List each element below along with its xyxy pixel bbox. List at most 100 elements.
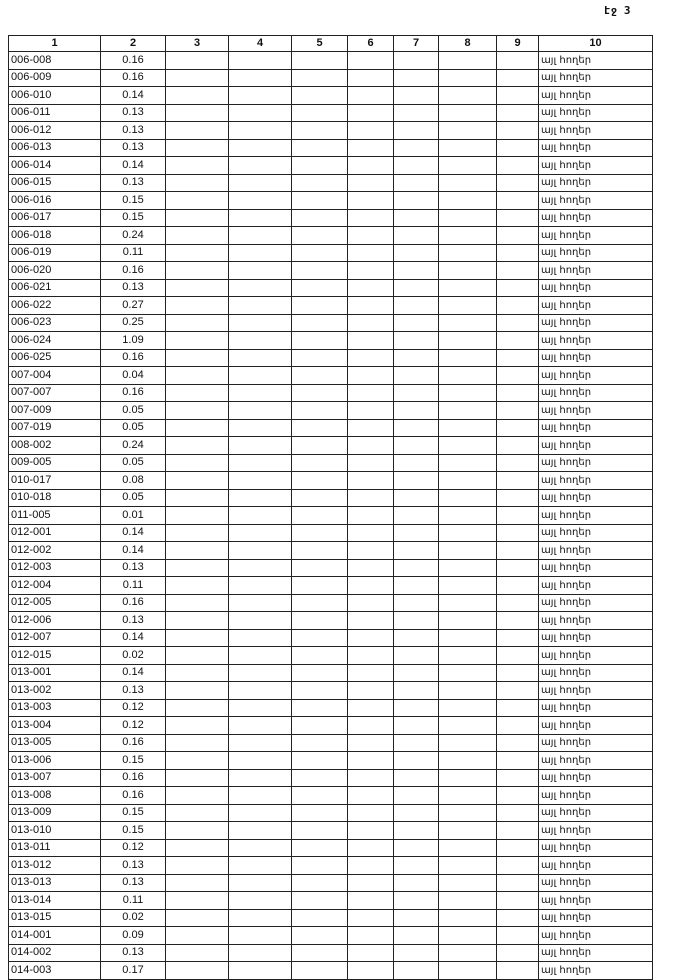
empty-cell xyxy=(165,471,229,490)
column-header-10: 10 xyxy=(538,35,653,52)
parcel-code: 012-005 xyxy=(8,593,101,612)
table-row: 011-005 0.01 այլ հողեր xyxy=(8,506,653,525)
land-type: այլ հողեր xyxy=(538,436,653,455)
empty-cell xyxy=(496,103,539,122)
empty-cell xyxy=(393,243,439,262)
empty-cell xyxy=(228,226,292,245)
area-value: 0.09 xyxy=(100,926,166,945)
area-value: 0.13 xyxy=(100,278,166,297)
empty-cell xyxy=(347,453,394,472)
parcel-code: 012-006 xyxy=(8,611,101,630)
area-value: 0.16 xyxy=(100,593,166,612)
area-value: 0.08 xyxy=(100,471,166,490)
empty-cell xyxy=(393,943,439,962)
empty-cell xyxy=(438,121,497,140)
parcel-code: 006-017 xyxy=(8,208,101,227)
area-value: 0.13 xyxy=(100,558,166,577)
empty-cell xyxy=(438,471,497,490)
parcel-code: 006-025 xyxy=(8,348,101,367)
table-row: 012-002 0.14 այլ հողեր xyxy=(8,541,653,560)
area-value: 0.04 xyxy=(100,366,166,385)
parcel-code: 013-004 xyxy=(8,716,101,735)
empty-cell xyxy=(393,733,439,752)
table-row: 012-004 0.11 այլ հողեր xyxy=(8,576,653,595)
page-number: էջ 3 xyxy=(604,4,631,17)
column-header-9: 9 xyxy=(496,35,539,52)
empty-cell xyxy=(393,786,439,805)
empty-cell xyxy=(347,961,394,980)
empty-cell xyxy=(393,821,439,840)
parcel-code: 006-008 xyxy=(8,51,101,70)
land-type: այլ հողեր xyxy=(538,191,653,210)
area-value: 0.11 xyxy=(100,891,166,910)
empty-cell xyxy=(165,821,229,840)
empty-cell xyxy=(228,593,292,612)
empty-cell xyxy=(228,926,292,945)
empty-cell xyxy=(165,856,229,875)
parcel-code: 010-018 xyxy=(8,488,101,507)
table-row: 013-014 0.11 այլ հողեր xyxy=(8,891,653,910)
parcel-code: 007-007 xyxy=(8,383,101,402)
empty-cell xyxy=(165,208,229,227)
parcel-code: 006-015 xyxy=(8,173,101,192)
empty-cell xyxy=(228,628,292,647)
empty-cell xyxy=(347,471,394,490)
empty-cell xyxy=(291,593,348,612)
table-row: 013-006 0.15 այլ հողեր xyxy=(8,751,653,770)
column-header-8: 8 xyxy=(438,35,497,52)
empty-cell xyxy=(291,698,348,717)
empty-cell xyxy=(393,576,439,595)
empty-cell xyxy=(165,786,229,805)
empty-cell xyxy=(438,278,497,297)
empty-cell xyxy=(291,506,348,525)
empty-cell xyxy=(291,751,348,770)
header-row: 1 2 3 4 5 6 7 8 9 10 xyxy=(8,35,653,52)
area-value: 0.13 xyxy=(100,138,166,157)
empty-cell xyxy=(347,611,394,630)
empty-cell xyxy=(496,541,539,560)
empty-cell xyxy=(438,558,497,577)
empty-cell xyxy=(291,51,348,70)
empty-cell xyxy=(496,173,539,192)
land-type: այլ հողեր xyxy=(538,891,653,910)
empty-cell xyxy=(496,646,539,665)
empty-cell xyxy=(165,418,229,437)
empty-cell xyxy=(228,646,292,665)
parcel-code: 013-013 xyxy=(8,873,101,892)
empty-cell xyxy=(347,751,394,770)
parcel-code: 007-019 xyxy=(8,418,101,437)
empty-cell xyxy=(291,296,348,315)
empty-cell xyxy=(496,278,539,297)
empty-cell xyxy=(291,523,348,542)
empty-cell xyxy=(393,383,439,402)
area-value: 0.13 xyxy=(100,873,166,892)
empty-cell xyxy=(496,488,539,507)
land-type: այլ հողեր xyxy=(538,296,653,315)
area-value: 0.24 xyxy=(100,436,166,455)
land-type: այլ հողեր xyxy=(538,278,653,297)
empty-cell xyxy=(496,926,539,945)
area-value: 0.16 xyxy=(100,51,166,70)
empty-cell xyxy=(438,681,497,700)
empty-cell xyxy=(291,856,348,875)
parcel-code: 006-023 xyxy=(8,313,101,332)
empty-cell xyxy=(438,838,497,857)
table-row: 006-024 1.09 այլ հողեր xyxy=(8,331,653,350)
column-header-1: 1 xyxy=(8,35,101,52)
empty-cell xyxy=(438,138,497,157)
empty-cell xyxy=(438,436,497,455)
area-value: 0.12 xyxy=(100,716,166,735)
empty-cell xyxy=(347,331,394,350)
empty-cell xyxy=(291,103,348,122)
empty-cell xyxy=(165,751,229,770)
table-row: 013-004 0.12 այլ հողեր xyxy=(8,716,653,735)
parcel-code: 013-008 xyxy=(8,786,101,805)
table-row: 013-015 0.02 այլ հողեր xyxy=(8,908,653,927)
empty-cell xyxy=(393,401,439,420)
empty-cell xyxy=(347,803,394,822)
parcel-code: 014-001 xyxy=(8,926,101,945)
empty-cell xyxy=(228,68,292,87)
empty-cell xyxy=(438,576,497,595)
table-row: 013-008 0.16 այլ հողեր xyxy=(8,786,653,805)
column-header-4: 4 xyxy=(228,35,292,52)
